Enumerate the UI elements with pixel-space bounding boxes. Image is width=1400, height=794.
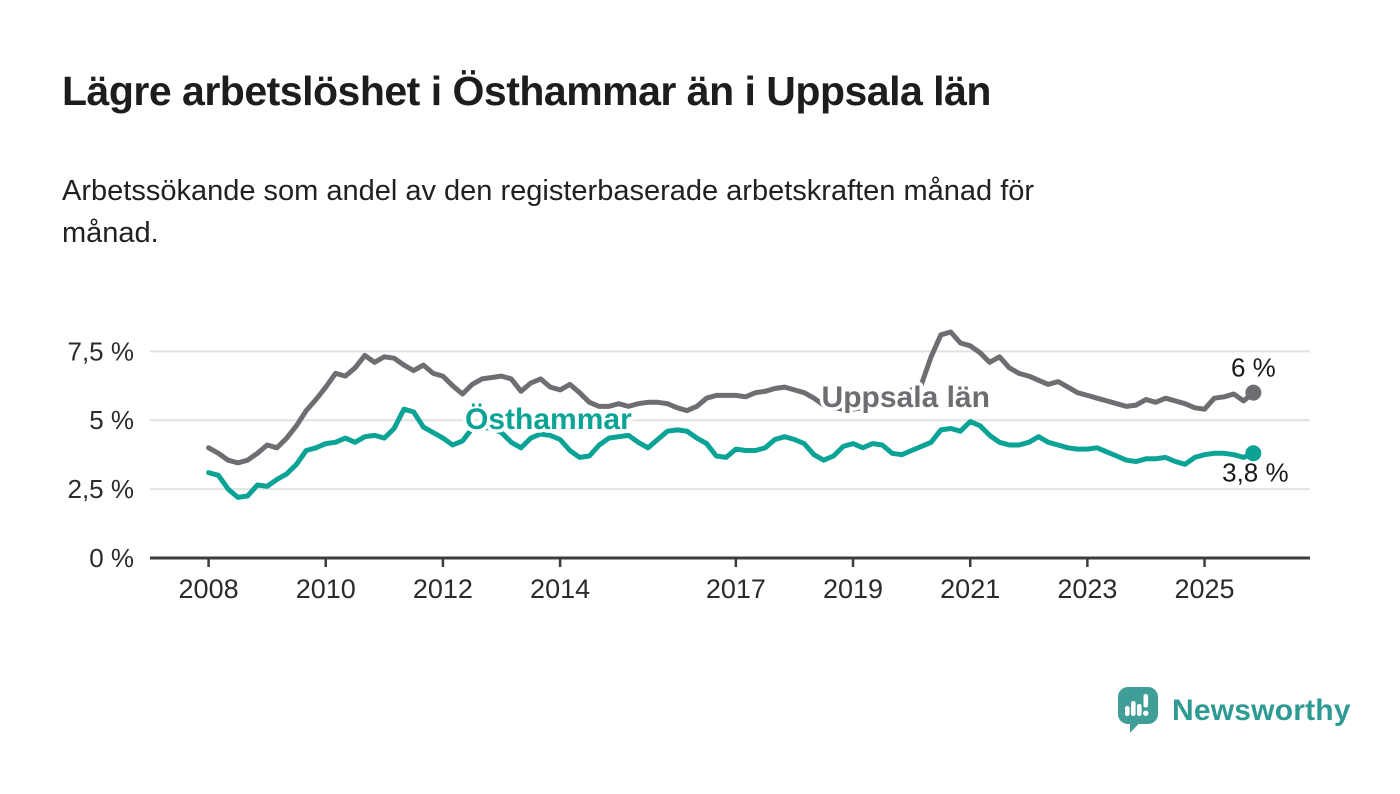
end-value-label: 6 % [1231, 353, 1276, 383]
y-tick-label: 7,5 % [68, 336, 135, 366]
end-value-label: 3,8 % [1222, 457, 1289, 487]
series-line-uppsala-l-n [206, 329, 1256, 466]
y-tick-label: 5 % [89, 405, 134, 435]
chart-subtitle-line1: Arbetssökande som andel av den registerb… [62, 175, 1035, 207]
x-tick-label: 2012 [413, 574, 473, 604]
series-name-label: Östhammar [465, 403, 632, 436]
end-dot [1245, 445, 1262, 462]
chart-title: Lägre arbetslöshet i Östhammar än i Upps… [62, 68, 991, 114]
y-tick-label: 0 % [89, 543, 134, 573]
x-tick-label: 2008 [179, 574, 239, 604]
x-tick-label: 2021 [940, 574, 1000, 604]
x-tick-label: 2023 [1057, 574, 1117, 604]
chart-subtitle-line2: månad. [62, 217, 159, 250]
newsworthy-wordmark: Newsworthy [1172, 694, 1351, 727]
x-tick-label: 2019 [823, 574, 883, 604]
y-tick-label: 2,5 % [68, 474, 135, 504]
x-tick-label: 2010 [296, 574, 356, 604]
series-line--sthammar [206, 406, 1256, 500]
x-tick-label: 2014 [530, 574, 590, 604]
series-lines [206, 329, 1262, 500]
chart-subtitle: Arbetssökande som andel av den registerb… [62, 170, 1034, 254]
end-dot [1245, 384, 1262, 401]
x-axis: 0 % 2,5 % 5 % 7,5 % 2008 2010 2012 2014 2017 2019… [68, 336, 1310, 604]
logo-bar-chart-glyph [1125, 694, 1149, 716]
newsworthy-branding: Newsworthy [1117, 686, 1351, 736]
series-name-label: Uppsala län [822, 381, 990, 414]
newsworthy-logo-icon [1118, 687, 1158, 733]
series-labels: 6 % Uppsala län 3,8 % Östhammar [462, 353, 1289, 488]
x-tick-label: 2017 [706, 574, 766, 604]
x-tick-label: 2025 [1175, 574, 1235, 604]
gridlines [150, 350, 1310, 491]
